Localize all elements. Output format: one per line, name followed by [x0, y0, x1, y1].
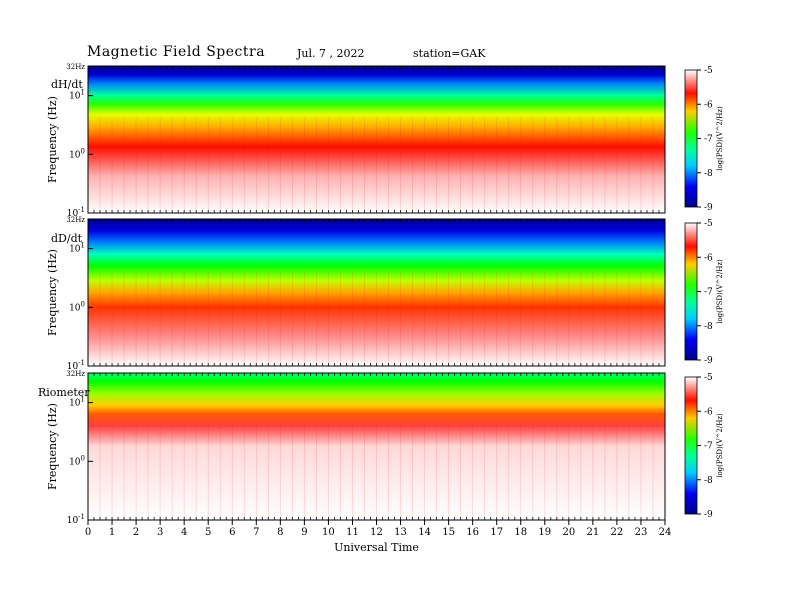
date-label: Jul. 7 , 2022	[297, 47, 365, 60]
y-tick-label: 10-1	[67, 359, 85, 372]
x-tick-label: 15	[442, 527, 455, 538]
colorbar-tick-label: -7	[704, 135, 713, 145]
station-label: station=GAK	[413, 47, 486, 60]
y-axis-label: Frequency (Hz)	[46, 96, 59, 183]
colorbar	[685, 223, 697, 360]
y-tick-label: 10-1	[67, 206, 85, 219]
colorbar-label: log(PSD)(V^2/Hz)	[716, 106, 724, 171]
colorbar-label: log(PSD)(V^2/Hz)	[716, 259, 724, 324]
y-tick-label: 101	[69, 89, 85, 102]
spectrogram-panel-3	[87, 372, 701, 521]
x-tick-label: 20	[562, 527, 575, 538]
colorbar-tick-label: -8	[704, 476, 713, 486]
chart-title: Magnetic Field Spectra	[87, 44, 266, 60]
y-tick-label: 100	[69, 147, 85, 160]
colorbar-tick-label: -8	[704, 322, 713, 332]
colorbar-tick-label: -6	[704, 407, 713, 417]
spectrogram-panel-1	[87, 65, 701, 214]
colorbar-tick-label: -9	[704, 510, 713, 520]
x-tick-label: 16	[466, 527, 479, 538]
x-tick-label: 9	[301, 527, 307, 538]
colorbar-tick-label: -5	[704, 373, 713, 383]
y-tick-label: 10-1	[67, 513, 85, 526]
colorbar-tick-label: -8	[704, 169, 713, 179]
x-tick-label: 1	[109, 527, 115, 538]
x-tick-label: 17	[490, 527, 503, 538]
panel-label: dH/dt	[51, 78, 83, 91]
colorbar-label: log(PSD)(V^2/Hz)	[716, 413, 724, 478]
colorbar-tick-label: -7	[704, 288, 713, 298]
colorbar-tick-label: -6	[704, 253, 713, 263]
x-tick-label: 0	[85, 527, 91, 538]
spectrogram-panel-2	[87, 218, 701, 367]
colorbar-tick-label: -9	[704, 203, 713, 213]
y-tick-label: 32Hz	[66, 63, 85, 71]
colorbar	[685, 377, 697, 514]
spectrogram-heatmap	[88, 373, 665, 520]
x-axis-label: Universal Time	[334, 541, 419, 554]
x-tick-label: 3	[157, 527, 163, 538]
x-tick-label: 18	[514, 527, 527, 538]
x-tick-label: 10	[322, 527, 335, 538]
panel-label: dD/dt	[51, 232, 83, 245]
x-tick-label: 11	[346, 527, 359, 538]
x-tick-label: 13	[394, 527, 407, 538]
x-tick-label: 14	[418, 527, 431, 538]
spectrogram-heatmap	[88, 66, 665, 213]
colorbar-tick-label: -6	[704, 100, 713, 110]
colorbar-tick-label: -7	[704, 442, 713, 452]
spectrogram-heatmap	[88, 219, 665, 366]
colorbar-tick-label: -5	[704, 66, 713, 76]
x-tick-label: 5	[205, 527, 211, 538]
x-tick-label: 8	[277, 527, 283, 538]
panel-label: Riometer	[38, 386, 90, 399]
y-tick-label: 32Hz	[66, 370, 85, 378]
y-tick-label: 32Hz	[66, 216, 85, 224]
x-tick-label: 21	[587, 527, 600, 538]
x-tick-label: 19	[538, 527, 551, 538]
x-tick-label: 6	[229, 527, 235, 538]
x-tick-label: 2	[133, 527, 139, 538]
y-tick-label: 101	[69, 242, 85, 255]
colorbar-tick-label: -9	[704, 356, 713, 366]
x-tick-label: 4	[181, 527, 187, 538]
colorbar	[685, 70, 697, 207]
y-axis-label: Frequency (Hz)	[46, 403, 59, 490]
y-tick-label: 101	[69, 396, 85, 409]
x-tick-label: 22	[611, 527, 624, 538]
y-tick-label: 100	[69, 454, 85, 467]
y-tick-label: 100	[69, 300, 85, 313]
x-tick-label: 24	[659, 527, 672, 538]
x-tick-label: 7	[253, 527, 259, 538]
x-tick-label: 12	[370, 527, 383, 538]
colorbar-tick-label: -5	[704, 219, 713, 229]
y-axis-label: Frequency (Hz)	[46, 249, 59, 336]
x-tick-label: 23	[635, 527, 648, 538]
